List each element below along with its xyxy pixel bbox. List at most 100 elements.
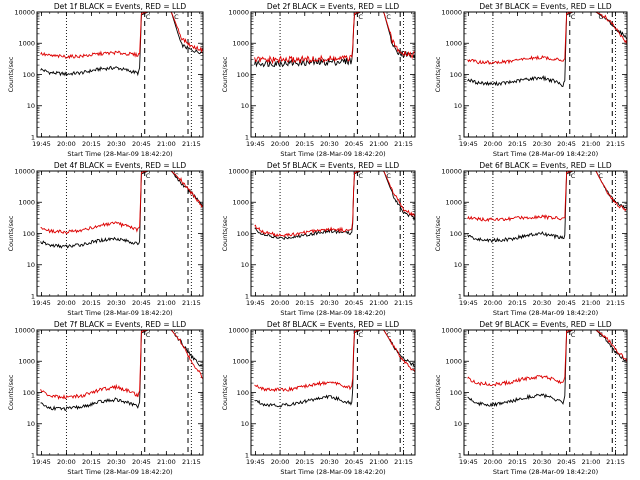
- plot-frame: [36, 11, 204, 138]
- detector-panel-7: Det 7f BLACK = Events, RED = LLD Counts/s…: [7, 320, 204, 476]
- x-tick-label: 21:00: [157, 458, 176, 466]
- y-tick-label: 100: [450, 230, 462, 238]
- y-tick-label: 100: [23, 71, 35, 79]
- region-label: C: [571, 331, 576, 339]
- x-tick-label: 21:00: [157, 299, 176, 307]
- region-label: C: [358, 172, 363, 180]
- lld-series-line: [40, 330, 203, 400]
- x-axis-label: Start Time (28-Mar-09 18:42:20): [67, 468, 172, 476]
- x-tick-label: 21:00: [369, 458, 388, 466]
- detector-panel-9: Det 9f BLACK = Events, RED = LLD Counts/s…: [434, 320, 628, 476]
- y-tick-label: 10000: [14, 8, 35, 16]
- x-tick-label: 21:15: [606, 299, 625, 307]
- x-tick-label: 20:45: [557, 140, 576, 148]
- x-tick-label: 20:00: [271, 458, 290, 466]
- events-series-line: [467, 171, 627, 244]
- x-tick-label: 20:15: [295, 458, 314, 466]
- x-tick-label: 21:15: [182, 140, 201, 148]
- lld-series-line: [254, 330, 415, 393]
- region-label: C: [386, 331, 391, 339]
- x-tick-label: 21:15: [394, 140, 413, 148]
- y-tick-label: 1: [458, 292, 462, 300]
- x-tick-label: 20:30: [107, 140, 126, 148]
- panel-title: Det 8f BLACK = Events, RED = LLD: [267, 320, 400, 329]
- y-axis-label: Counts/sec: [434, 56, 442, 92]
- lld-series-line: [254, 171, 415, 238]
- x-tick-label: 21:15: [182, 458, 201, 466]
- x-tick-label: 20:45: [345, 299, 364, 307]
- x-tick-label: 20:30: [533, 299, 552, 307]
- region-label: C: [146, 13, 151, 21]
- y-tick-label: 10000: [441, 167, 462, 175]
- region-label: C: [358, 13, 363, 21]
- y-tick-label: 1000: [18, 199, 35, 207]
- x-tick-label: 20:00: [57, 299, 76, 307]
- y-tick-label: 100: [237, 71, 249, 79]
- y-tick-label: 1000: [18, 40, 35, 48]
- plot-frame: [36, 170, 204, 297]
- y-tick-label: 1000: [232, 40, 249, 48]
- y-tick-label: 1: [458, 133, 462, 141]
- lld-series-line: [467, 171, 627, 223]
- events-series-line: [40, 12, 203, 77]
- panel-title: Det 4f BLACK = Events, RED = LLD: [54, 161, 187, 170]
- x-tick-label: 19:45: [32, 299, 51, 307]
- x-axis-label: Start Time (28-Mar-09 18:42:20): [67, 150, 172, 158]
- region-label: C: [146, 331, 151, 339]
- x-tick-label: 19:45: [459, 140, 478, 148]
- x-axis-label: Start Time (28-Mar-09 18:42:20): [493, 309, 598, 317]
- plot-frame: [463, 329, 628, 456]
- x-tick-label: 20:30: [533, 140, 552, 148]
- y-tick-label: 10000: [441, 8, 462, 16]
- detector-panel-2: Det 2f BLACK = Events, RED = LLD Counts/s…: [221, 2, 416, 158]
- lld-series-line: [467, 12, 627, 65]
- x-tick-label: 20:30: [320, 140, 339, 148]
- x-tick-label: 20:45: [132, 140, 151, 148]
- events-series-line: [254, 171, 415, 240]
- plot-frame: [250, 11, 416, 138]
- events-series-line: [467, 330, 627, 408]
- x-tick-label: 19:45: [246, 458, 265, 466]
- x-tick-label: 20:00: [484, 140, 503, 148]
- x-tick-label: 21:15: [182, 299, 201, 307]
- x-tick-label: 20:00: [484, 299, 503, 307]
- y-tick-label: 1000: [232, 199, 249, 207]
- plot-frame: [36, 329, 204, 456]
- y-tick-label: 10000: [228, 326, 249, 334]
- y-tick-label: 10000: [228, 8, 249, 16]
- x-axis-label: Start Time (28-Mar-09 18:42:20): [280, 309, 385, 317]
- y-tick-label: 10000: [441, 326, 462, 334]
- y-tick-label: 10: [27, 261, 35, 269]
- x-tick-label: 20:15: [82, 140, 101, 148]
- x-tick-label: 20:15: [82, 458, 101, 466]
- x-tick-label: 19:45: [246, 299, 265, 307]
- y-tick-label: 1: [31, 133, 35, 141]
- x-tick-label: 20:15: [508, 458, 527, 466]
- y-tick-label: 1: [245, 292, 249, 300]
- x-tick-label: 20:00: [271, 299, 290, 307]
- y-tick-label: 10: [241, 261, 249, 269]
- x-tick-label: 21:15: [606, 140, 625, 148]
- y-tick-label: 100: [237, 389, 249, 397]
- x-tick-label: 20:00: [271, 140, 290, 148]
- x-tick-label: 19:45: [32, 458, 51, 466]
- y-tick-label: 1: [245, 133, 249, 141]
- x-axis-label: Start Time (28-Mar-09 18:42:20): [67, 309, 172, 317]
- y-tick-label: 10000: [14, 167, 35, 175]
- y-axis-label: Counts/sec: [7, 56, 15, 92]
- panel-title: Det 3f BLACK = Events, RED = LLD: [479, 2, 612, 11]
- plot-frame: [463, 170, 628, 297]
- x-tick-label: 20:30: [533, 458, 552, 466]
- x-tick-label: 20:45: [557, 299, 576, 307]
- x-axis-label: Start Time (28-Mar-09 18:42:20): [493, 150, 598, 158]
- y-tick-label: 10: [241, 420, 249, 428]
- y-axis-label: Counts/sec: [434, 215, 442, 251]
- y-tick-label: 10: [241, 102, 249, 110]
- x-tick-label: 21:00: [369, 140, 388, 148]
- y-tick-label: 10000: [228, 167, 249, 175]
- x-tick-label: 20:45: [557, 458, 576, 466]
- x-tick-label: 20:30: [107, 299, 126, 307]
- detector-panel-4: Det 4f BLACK = Events, RED = LLD Counts/s…: [7, 161, 204, 317]
- lld-series-line: [40, 12, 203, 60]
